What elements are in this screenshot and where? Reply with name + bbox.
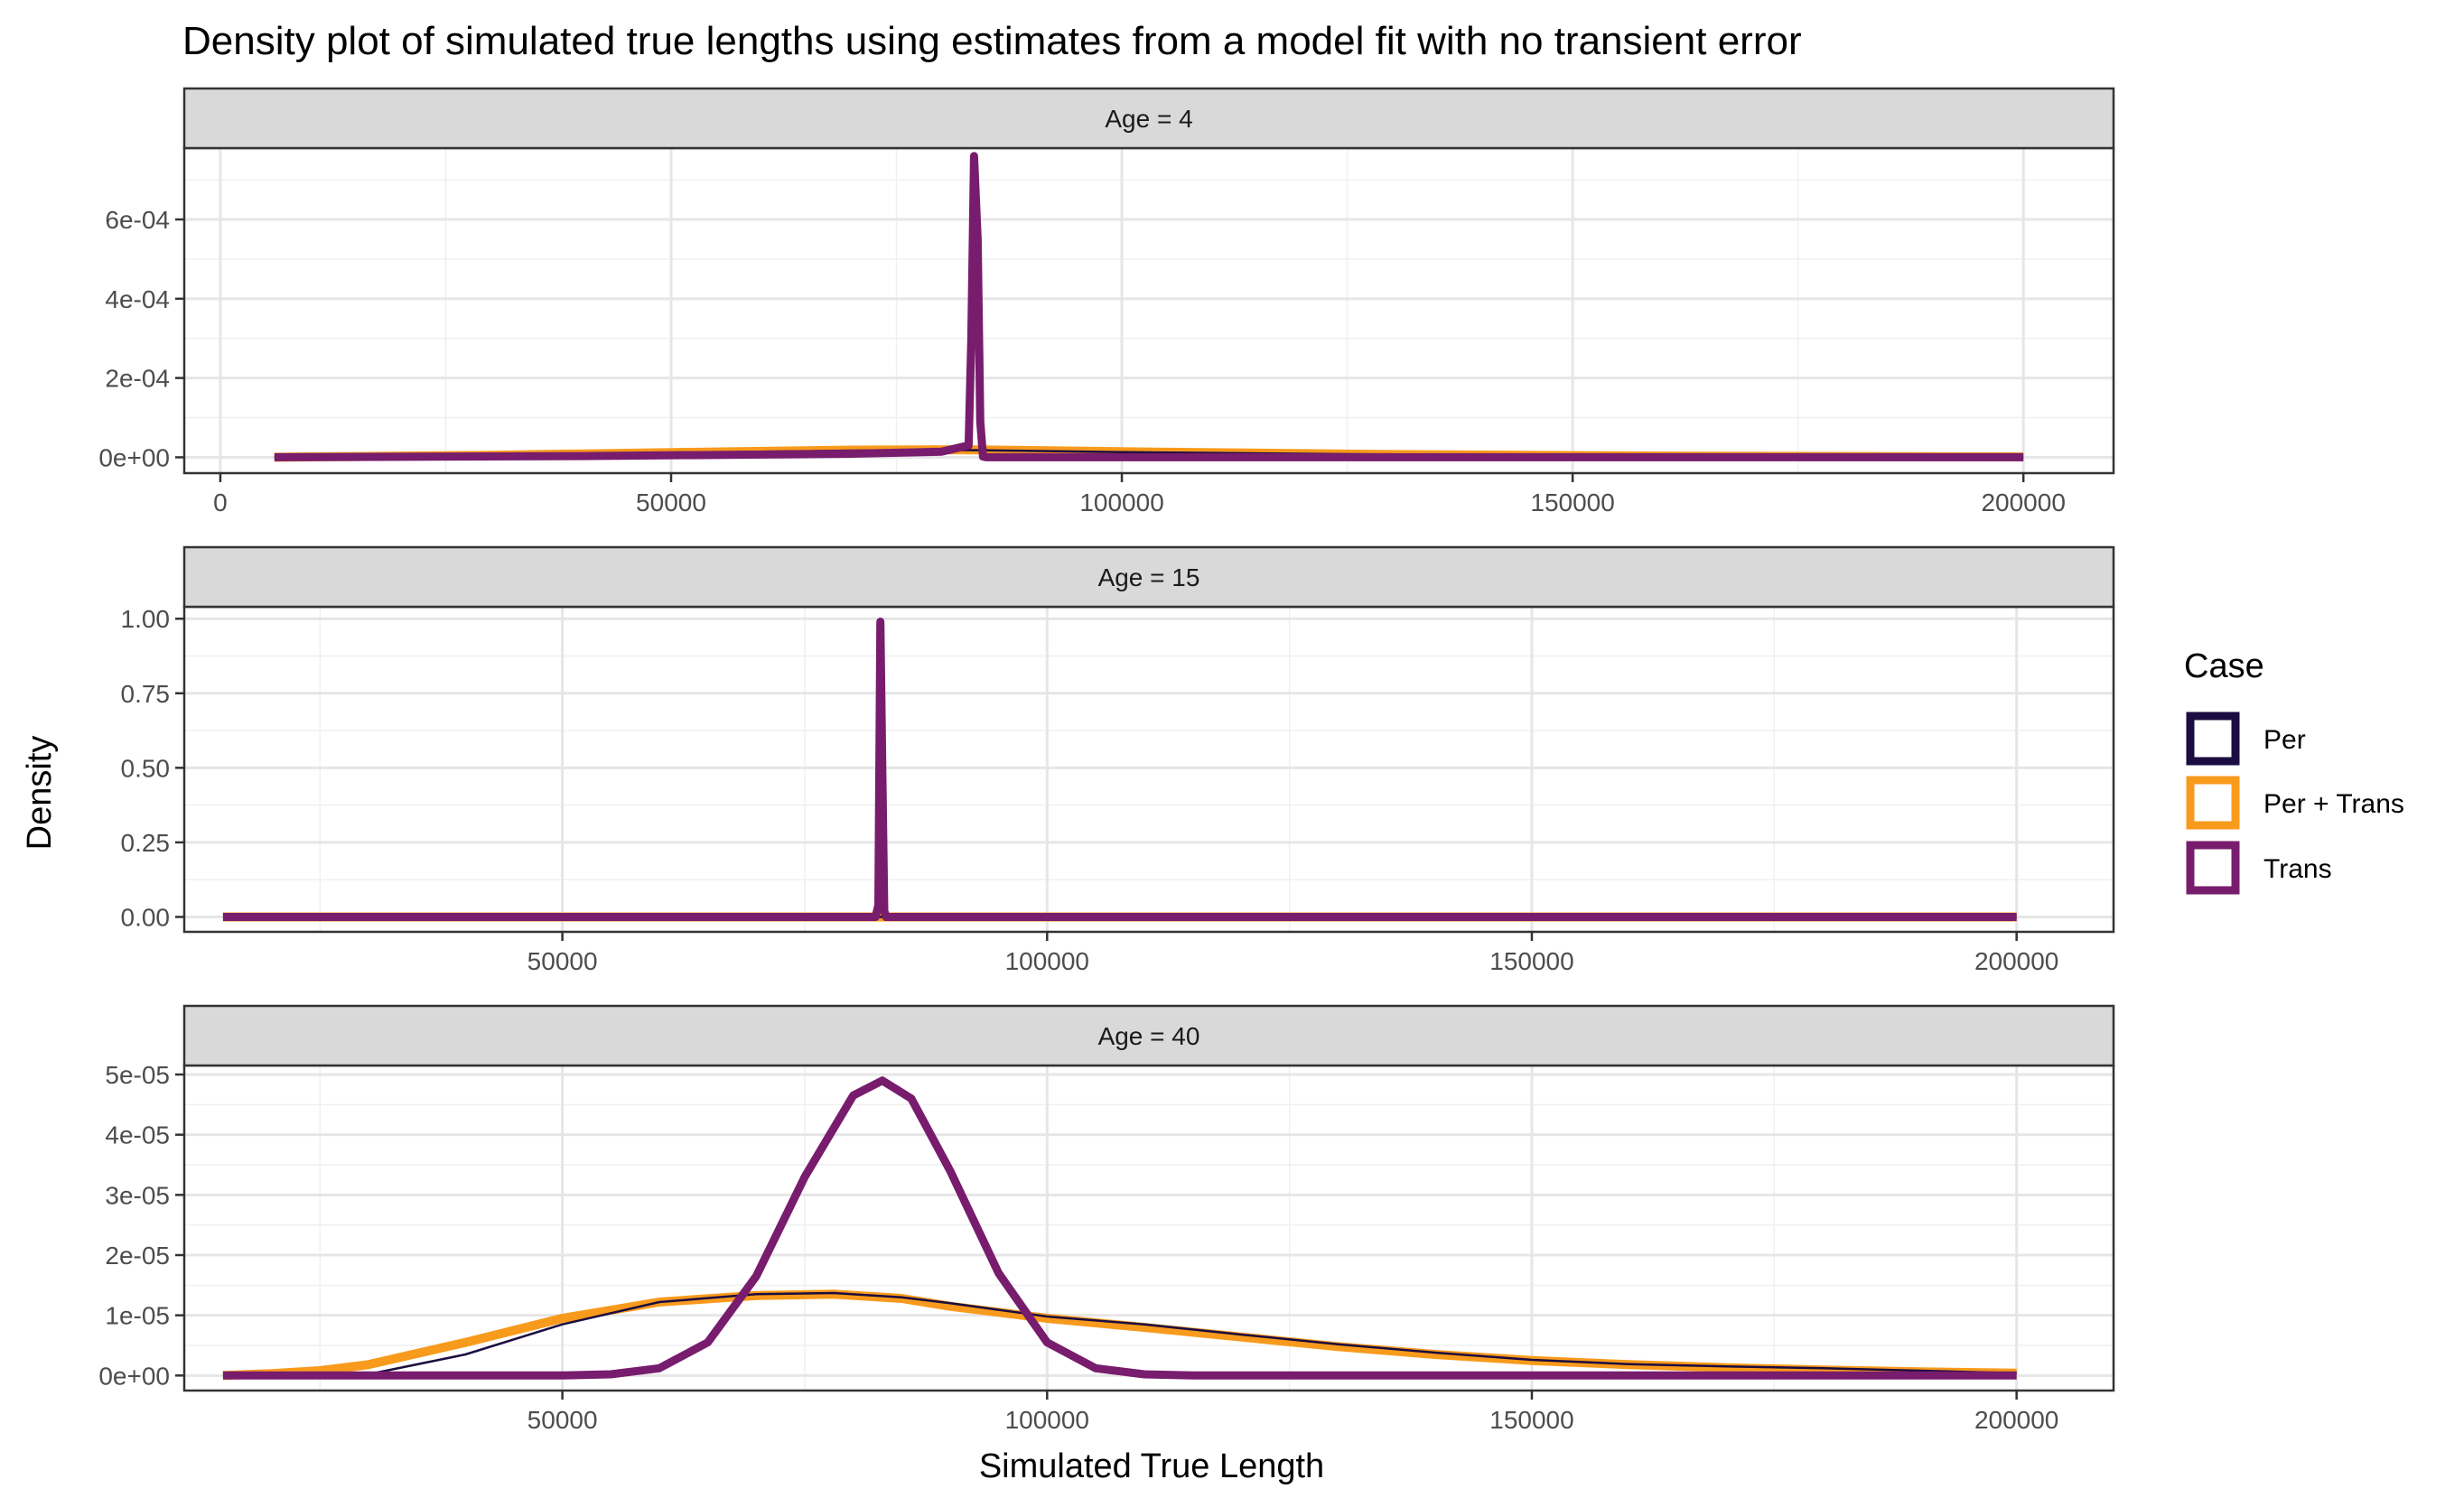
x-tick-label: 150000	[1489, 947, 1573, 975]
y-tick-label: 4e-05	[105, 1121, 170, 1149]
panels: Age = 4 0e+00 2e-04 4e-04 6e-04 0 50000 100000 1…	[98, 87, 2115, 1434]
series-line-trans	[274, 152, 2024, 461]
x-axis-title: Simulated True Length	[979, 1447, 1324, 1485]
facet-strip-label: Age = 40	[1098, 1022, 1200, 1050]
panel-background	[184, 148, 2114, 473]
y-tick-label: 0.00	[121, 903, 171, 931]
facet-strip	[182, 1004, 2115, 1067]
legend-key	[2186, 841, 2240, 895]
y-tick-label: 2e-05	[105, 1242, 170, 1270]
y-tick-label: 1.00	[121, 605, 171, 633]
y-tick-label: 2e-04	[105, 365, 170, 393]
legend-title: Case	[2184, 647, 2264, 685]
legend-item: Per	[2186, 712, 2306, 766]
facet-panel: Age = 15 0.00 0.25 0.50 0.75 1.00 50000 100000 1…	[121, 545, 2115, 975]
x-tick-label: 200000	[1974, 1406, 2058, 1434]
y-tick-label: 6e-04	[105, 206, 170, 234]
y-tick-label: 0e+00	[98, 443, 170, 471]
y-tick-label: 0.25	[121, 829, 171, 857]
x-tick-label: 50000	[527, 947, 598, 975]
legend-item: Trans	[2186, 841, 2332, 895]
facet-strip-label: Age = 4	[1105, 105, 1192, 133]
x-tick-label: 50000	[527, 1406, 598, 1434]
x-tick-label: 100000	[1005, 1406, 1089, 1434]
legend-item: Per + Trans	[2186, 776, 2404, 830]
panel-background	[184, 607, 2114, 932]
facet-strip-label: Age = 15	[1098, 563, 1200, 591]
legend-key	[2186, 776, 2240, 830]
y-tick-label: 5e-05	[105, 1061, 170, 1089]
facet-panel: Age = 4 0e+00 2e-04 4e-04 6e-04 0 50000 100000 1…	[98, 87, 2115, 516]
facet-strip	[182, 545, 2115, 609]
y-tick-label: 0e+00	[98, 1362, 170, 1390]
x-tick-label: 100000	[1079, 488, 1163, 516]
legend-key	[2186, 712, 2240, 766]
series-line-per	[222, 1291, 2017, 1377]
y-tick-label: 1e-05	[105, 1302, 170, 1330]
series-line-trans	[222, 1076, 2017, 1380]
y-tick-label: 4e-04	[105, 285, 170, 313]
x-tick-label: 50000	[636, 488, 706, 516]
facet-panel: Age = 40 0e+00 1e-05 2e-05 3e-05 4e-05 5e-05 50…	[98, 1004, 2115, 1434]
chart-title: Density plot of simulated true lengths u…	[182, 19, 1802, 63]
y-tick-label: 0.50	[121, 754, 171, 782]
y-tick-label: 0.75	[121, 680, 171, 708]
legend: Case Per Per + Trans Trans	[2184, 647, 2404, 895]
series-line-trans	[222, 618, 2017, 921]
x-tick-label: 0	[213, 488, 228, 516]
x-tick-label: 150000	[1530, 488, 1614, 516]
legend-label: Per	[2263, 725, 2306, 755]
legend-label: Per + Trans	[2263, 789, 2404, 819]
x-tick-label: 100000	[1005, 947, 1089, 975]
legend-label: Trans	[2263, 854, 2332, 884]
facet-strip	[182, 87, 2115, 150]
x-tick-label: 150000	[1489, 1406, 1573, 1434]
y-tick-label: 3e-05	[105, 1181, 170, 1209]
y-axis-title: Density	[21, 736, 59, 851]
x-tick-label: 200000	[1974, 947, 2058, 975]
x-tick-label: 200000	[1981, 488, 2065, 516]
